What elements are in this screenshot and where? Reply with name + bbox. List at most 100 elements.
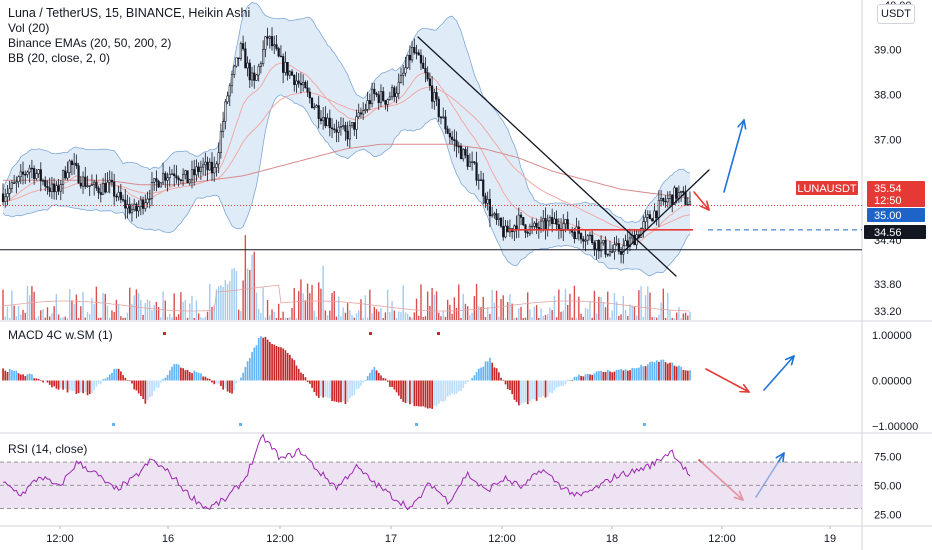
candle-body bbox=[299, 83, 303, 86]
macd-bar bbox=[6, 371, 9, 381]
macd-bar bbox=[260, 336, 262, 381]
volume-bar bbox=[229, 281, 231, 320]
volume-bar bbox=[478, 306, 480, 320]
candle-body bbox=[137, 206, 140, 212]
volume-bar bbox=[567, 304, 569, 320]
candle-body bbox=[522, 217, 525, 226]
volume-bar bbox=[269, 315, 271, 320]
volume-bar bbox=[493, 302, 496, 320]
macd-bar bbox=[515, 380, 518, 402]
macd-bar bbox=[384, 378, 387, 381]
candle-body bbox=[326, 117, 329, 127]
macd-bar bbox=[133, 380, 136, 390]
macd-bar bbox=[409, 380, 411, 405]
macd-bar bbox=[77, 380, 80, 394]
macd-bar bbox=[404, 380, 407, 404]
rsi-tick-label: 25.00 bbox=[874, 509, 902, 521]
macd-bar bbox=[518, 380, 520, 406]
candle-body bbox=[495, 213, 498, 221]
macd-bar bbox=[122, 375, 124, 381]
price-arrow-up-head bbox=[743, 119, 747, 130]
price-tick-label: 38.00 bbox=[874, 90, 902, 102]
candle-body bbox=[615, 243, 618, 245]
candle-body bbox=[44, 180, 47, 187]
candle-body bbox=[433, 92, 436, 102]
candle-body bbox=[586, 235, 589, 241]
macd-bar bbox=[558, 380, 560, 387]
candle-body bbox=[188, 179, 191, 184]
macd-bar bbox=[444, 380, 447, 401]
volume-bar bbox=[129, 287, 131, 320]
macd-bar bbox=[197, 372, 200, 381]
rsi-legend[interactable]: RSI (14, close) bbox=[8, 442, 88, 456]
macd-bar bbox=[506, 380, 509, 390]
candle-body bbox=[680, 190, 683, 193]
volume-legend[interactable]: Vol (20) bbox=[8, 21, 50, 35]
price-tick-label: 33.20 bbox=[874, 306, 902, 318]
macd-bar bbox=[126, 380, 129, 381]
candle-body bbox=[668, 194, 672, 199]
volume-bar bbox=[524, 317, 527, 320]
candle-body bbox=[184, 170, 187, 175]
volume-bar bbox=[171, 317, 173, 320]
candle-body bbox=[626, 240, 629, 247]
candle-body bbox=[339, 126, 343, 128]
volume-bar bbox=[44, 317, 46, 320]
macd-legend[interactable]: MACD 4C w.SM (1) bbox=[8, 328, 113, 342]
macd-bar bbox=[64, 380, 67, 389]
candle-body bbox=[228, 85, 231, 97]
ema-20 bbox=[2, 62, 691, 246]
bb-legend[interactable]: BB (20, close, 2, 0) bbox=[8, 51, 111, 65]
volume-bar bbox=[495, 290, 498, 320]
candle-body bbox=[146, 198, 149, 203]
macd-bar bbox=[26, 374, 29, 381]
symbol-legend[interactable]: Luna / TetherUS, 15, BINANCE, Heikin Ash… bbox=[8, 6, 251, 20]
volume-bar bbox=[542, 316, 544, 320]
macd-bar bbox=[431, 380, 433, 409]
candle-body bbox=[599, 242, 603, 252]
macd-bar bbox=[302, 373, 305, 381]
candle-body bbox=[266, 36, 269, 39]
macd-bar bbox=[675, 366, 678, 381]
volume-bar bbox=[306, 283, 309, 320]
macd-bar bbox=[237, 380, 240, 382]
macd-bar bbox=[226, 380, 229, 392]
macd-bar bbox=[291, 358, 293, 381]
volume-bar bbox=[584, 307, 587, 320]
price-levels bbox=[0, 205, 862, 251]
volume-bar bbox=[349, 310, 351, 320]
countdown-text: 12:50 bbox=[874, 195, 902, 207]
volume-bar bbox=[466, 306, 469, 320]
volume-bar bbox=[480, 306, 482, 320]
macd-bar bbox=[135, 380, 138, 391]
macd-bar bbox=[402, 380, 405, 402]
macd-bar bbox=[509, 380, 511, 391]
volume-bar bbox=[329, 310, 331, 320]
macd-bar bbox=[575, 376, 578, 381]
macd-bar bbox=[113, 368, 116, 381]
volume-bar bbox=[113, 312, 115, 320]
level-badge-black bbox=[864, 225, 926, 239]
macd-bar bbox=[391, 380, 393, 388]
candle-body bbox=[233, 65, 236, 75]
volume-bar bbox=[420, 284, 422, 320]
ema-legend[interactable]: Binance EMAs (20, 50, 200, 2) bbox=[8, 36, 172, 50]
volume-bar bbox=[475, 283, 478, 320]
macd-bar bbox=[293, 360, 296, 381]
volume-bar bbox=[142, 314, 144, 320]
volume-bar bbox=[362, 317, 364, 320]
macd-bar bbox=[673, 365, 676, 381]
volume-bar bbox=[615, 301, 618, 320]
macd-bar bbox=[451, 380, 454, 394]
currency-button[interactable]: USDT bbox=[877, 4, 915, 24]
main-legend[interactable]: Luna / TetherUS, 15, BINANCE, Heikin Ash… bbox=[8, 6, 250, 66]
price-arrow-up-head bbox=[737, 119, 745, 128]
volume-bar bbox=[515, 317, 518, 320]
ema-lines bbox=[2, 62, 691, 246]
macd-bar bbox=[93, 380, 96, 391]
candle-body bbox=[493, 213, 496, 216]
candle-body bbox=[84, 176, 87, 187]
macd-bar bbox=[106, 377, 109, 381]
candle-body bbox=[135, 203, 138, 212]
